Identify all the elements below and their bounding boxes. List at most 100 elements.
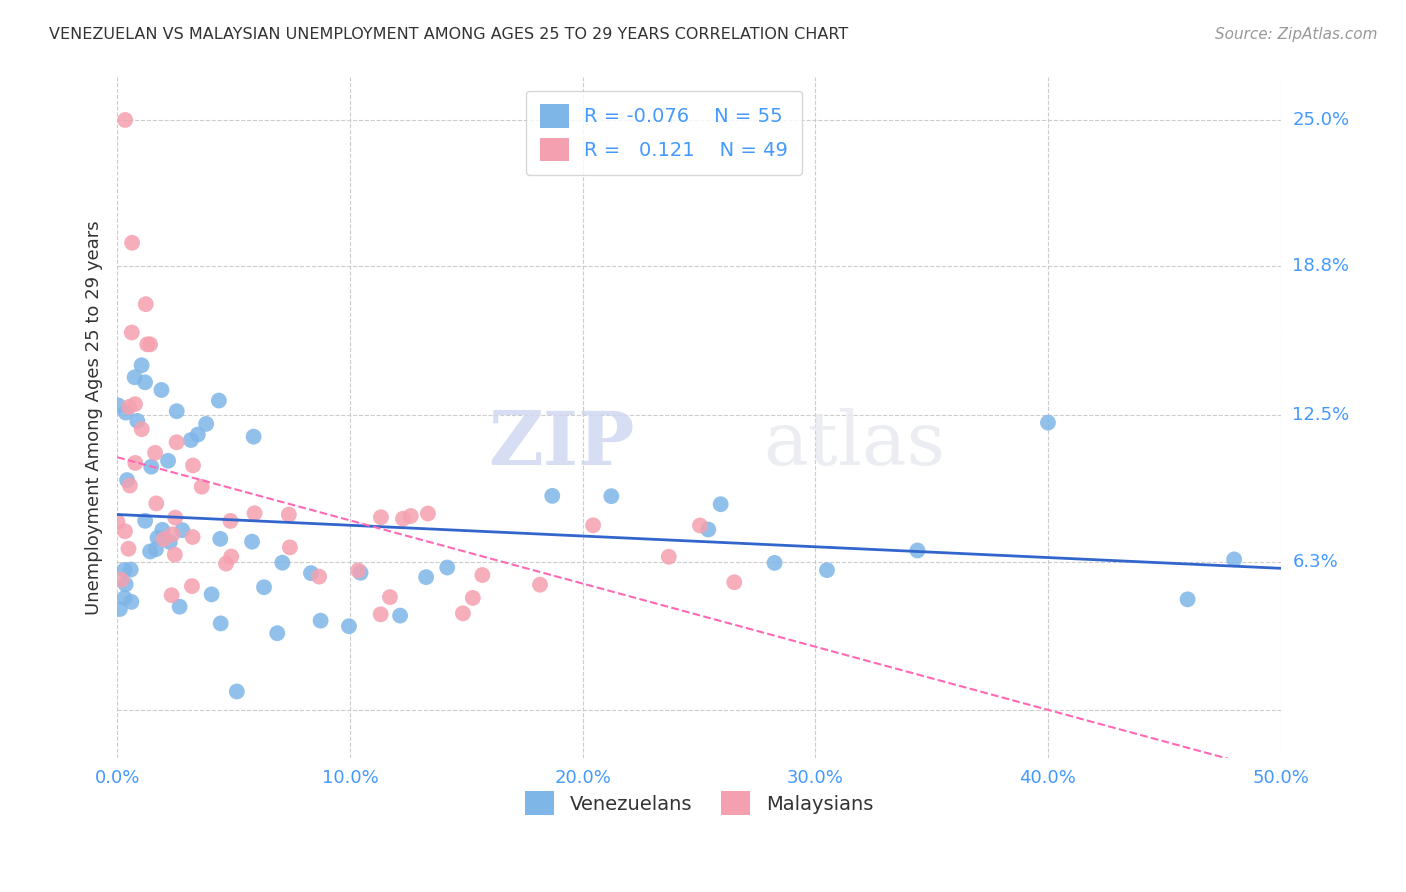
Point	[134, 514, 156, 528]
Point	[139, 337, 162, 351]
Point	[124, 370, 146, 384]
Point	[141, 459, 163, 474]
Point	[278, 541, 301, 555]
Point	[134, 376, 156, 390]
Point	[242, 430, 264, 444]
Point	[1036, 416, 1059, 430]
Point	[225, 684, 247, 698]
Point	[131, 422, 153, 436]
Point	[308, 569, 330, 583]
Point	[163, 548, 186, 562]
Point	[299, 566, 322, 581]
Text: 18.8%: 18.8%	[1292, 258, 1350, 276]
Point	[219, 514, 242, 528]
Point	[150, 523, 173, 537]
Point	[392, 512, 415, 526]
Point	[162, 527, 184, 541]
Point	[139, 544, 162, 558]
Point	[219, 549, 242, 564]
Point	[436, 560, 458, 574]
Text: 6.3%: 6.3%	[1292, 553, 1339, 571]
Point	[108, 602, 131, 616]
Point	[461, 591, 484, 605]
Text: ZIP: ZIP	[488, 409, 636, 482]
Point	[150, 383, 173, 397]
Point	[1177, 592, 1199, 607]
Point	[120, 595, 142, 609]
Point	[124, 456, 146, 470]
Point	[416, 507, 439, 521]
Point	[907, 543, 929, 558]
Point	[114, 406, 136, 420]
Point	[146, 531, 169, 545]
Point	[166, 435, 188, 450]
Text: 12.5%: 12.5%	[1292, 406, 1350, 425]
Point	[135, 297, 157, 311]
Point	[159, 535, 181, 549]
Point	[165, 510, 187, 524]
Point	[763, 556, 786, 570]
Point	[389, 608, 412, 623]
Point	[266, 626, 288, 640]
Point	[114, 112, 136, 127]
Point	[710, 497, 733, 511]
Point	[200, 587, 222, 601]
Point	[160, 588, 183, 602]
Point	[253, 580, 276, 594]
Point	[277, 508, 299, 522]
Point	[114, 591, 136, 605]
Point	[815, 563, 838, 577]
Point	[689, 518, 711, 533]
Point	[415, 570, 437, 584]
Text: VENEZUELAN VS MALAYSIAN UNEMPLOYMENT AMONG AGES 25 TO 29 YEARS CORRELATION CHART: VENEZUELAN VS MALAYSIAN UNEMPLOYMENT AMO…	[49, 27, 848, 42]
Point	[153, 532, 176, 546]
Point	[370, 510, 392, 524]
Point	[697, 523, 720, 537]
Point	[723, 575, 745, 590]
Point	[187, 427, 209, 442]
Point	[121, 235, 143, 250]
Point	[180, 433, 202, 447]
Point	[145, 542, 167, 557]
Point	[190, 480, 212, 494]
Point	[195, 417, 218, 431]
Point	[145, 496, 167, 510]
Point	[309, 614, 332, 628]
Point	[110, 573, 132, 587]
Point	[658, 549, 681, 564]
Point	[172, 523, 194, 537]
Point	[114, 524, 136, 539]
Point	[209, 532, 232, 546]
Point	[451, 607, 474, 621]
Point	[209, 616, 232, 631]
Point	[215, 557, 238, 571]
Point	[541, 489, 564, 503]
Point	[114, 577, 136, 591]
Point	[118, 478, 141, 492]
Point	[157, 454, 180, 468]
Point	[582, 518, 605, 533]
Point	[115, 473, 138, 487]
Point	[118, 400, 141, 414]
Text: 25.0%: 25.0%	[1292, 111, 1350, 129]
Point	[471, 568, 494, 582]
Point	[131, 358, 153, 372]
Point	[169, 599, 191, 614]
Point	[370, 607, 392, 622]
Point	[117, 541, 139, 556]
Point	[107, 398, 129, 412]
Legend: Venezuelans, Malaysians: Venezuelans, Malaysians	[517, 783, 882, 822]
Point	[136, 337, 159, 351]
Point	[240, 534, 263, 549]
Point	[124, 397, 146, 411]
Point	[347, 563, 370, 577]
Point	[271, 556, 294, 570]
Point	[114, 563, 136, 577]
Point	[243, 506, 266, 520]
Point	[181, 530, 204, 544]
Text: Source: ZipAtlas.com: Source: ZipAtlas.com	[1215, 27, 1378, 42]
Point	[120, 563, 142, 577]
Point	[529, 577, 551, 591]
Point	[349, 566, 371, 580]
Point	[143, 446, 166, 460]
